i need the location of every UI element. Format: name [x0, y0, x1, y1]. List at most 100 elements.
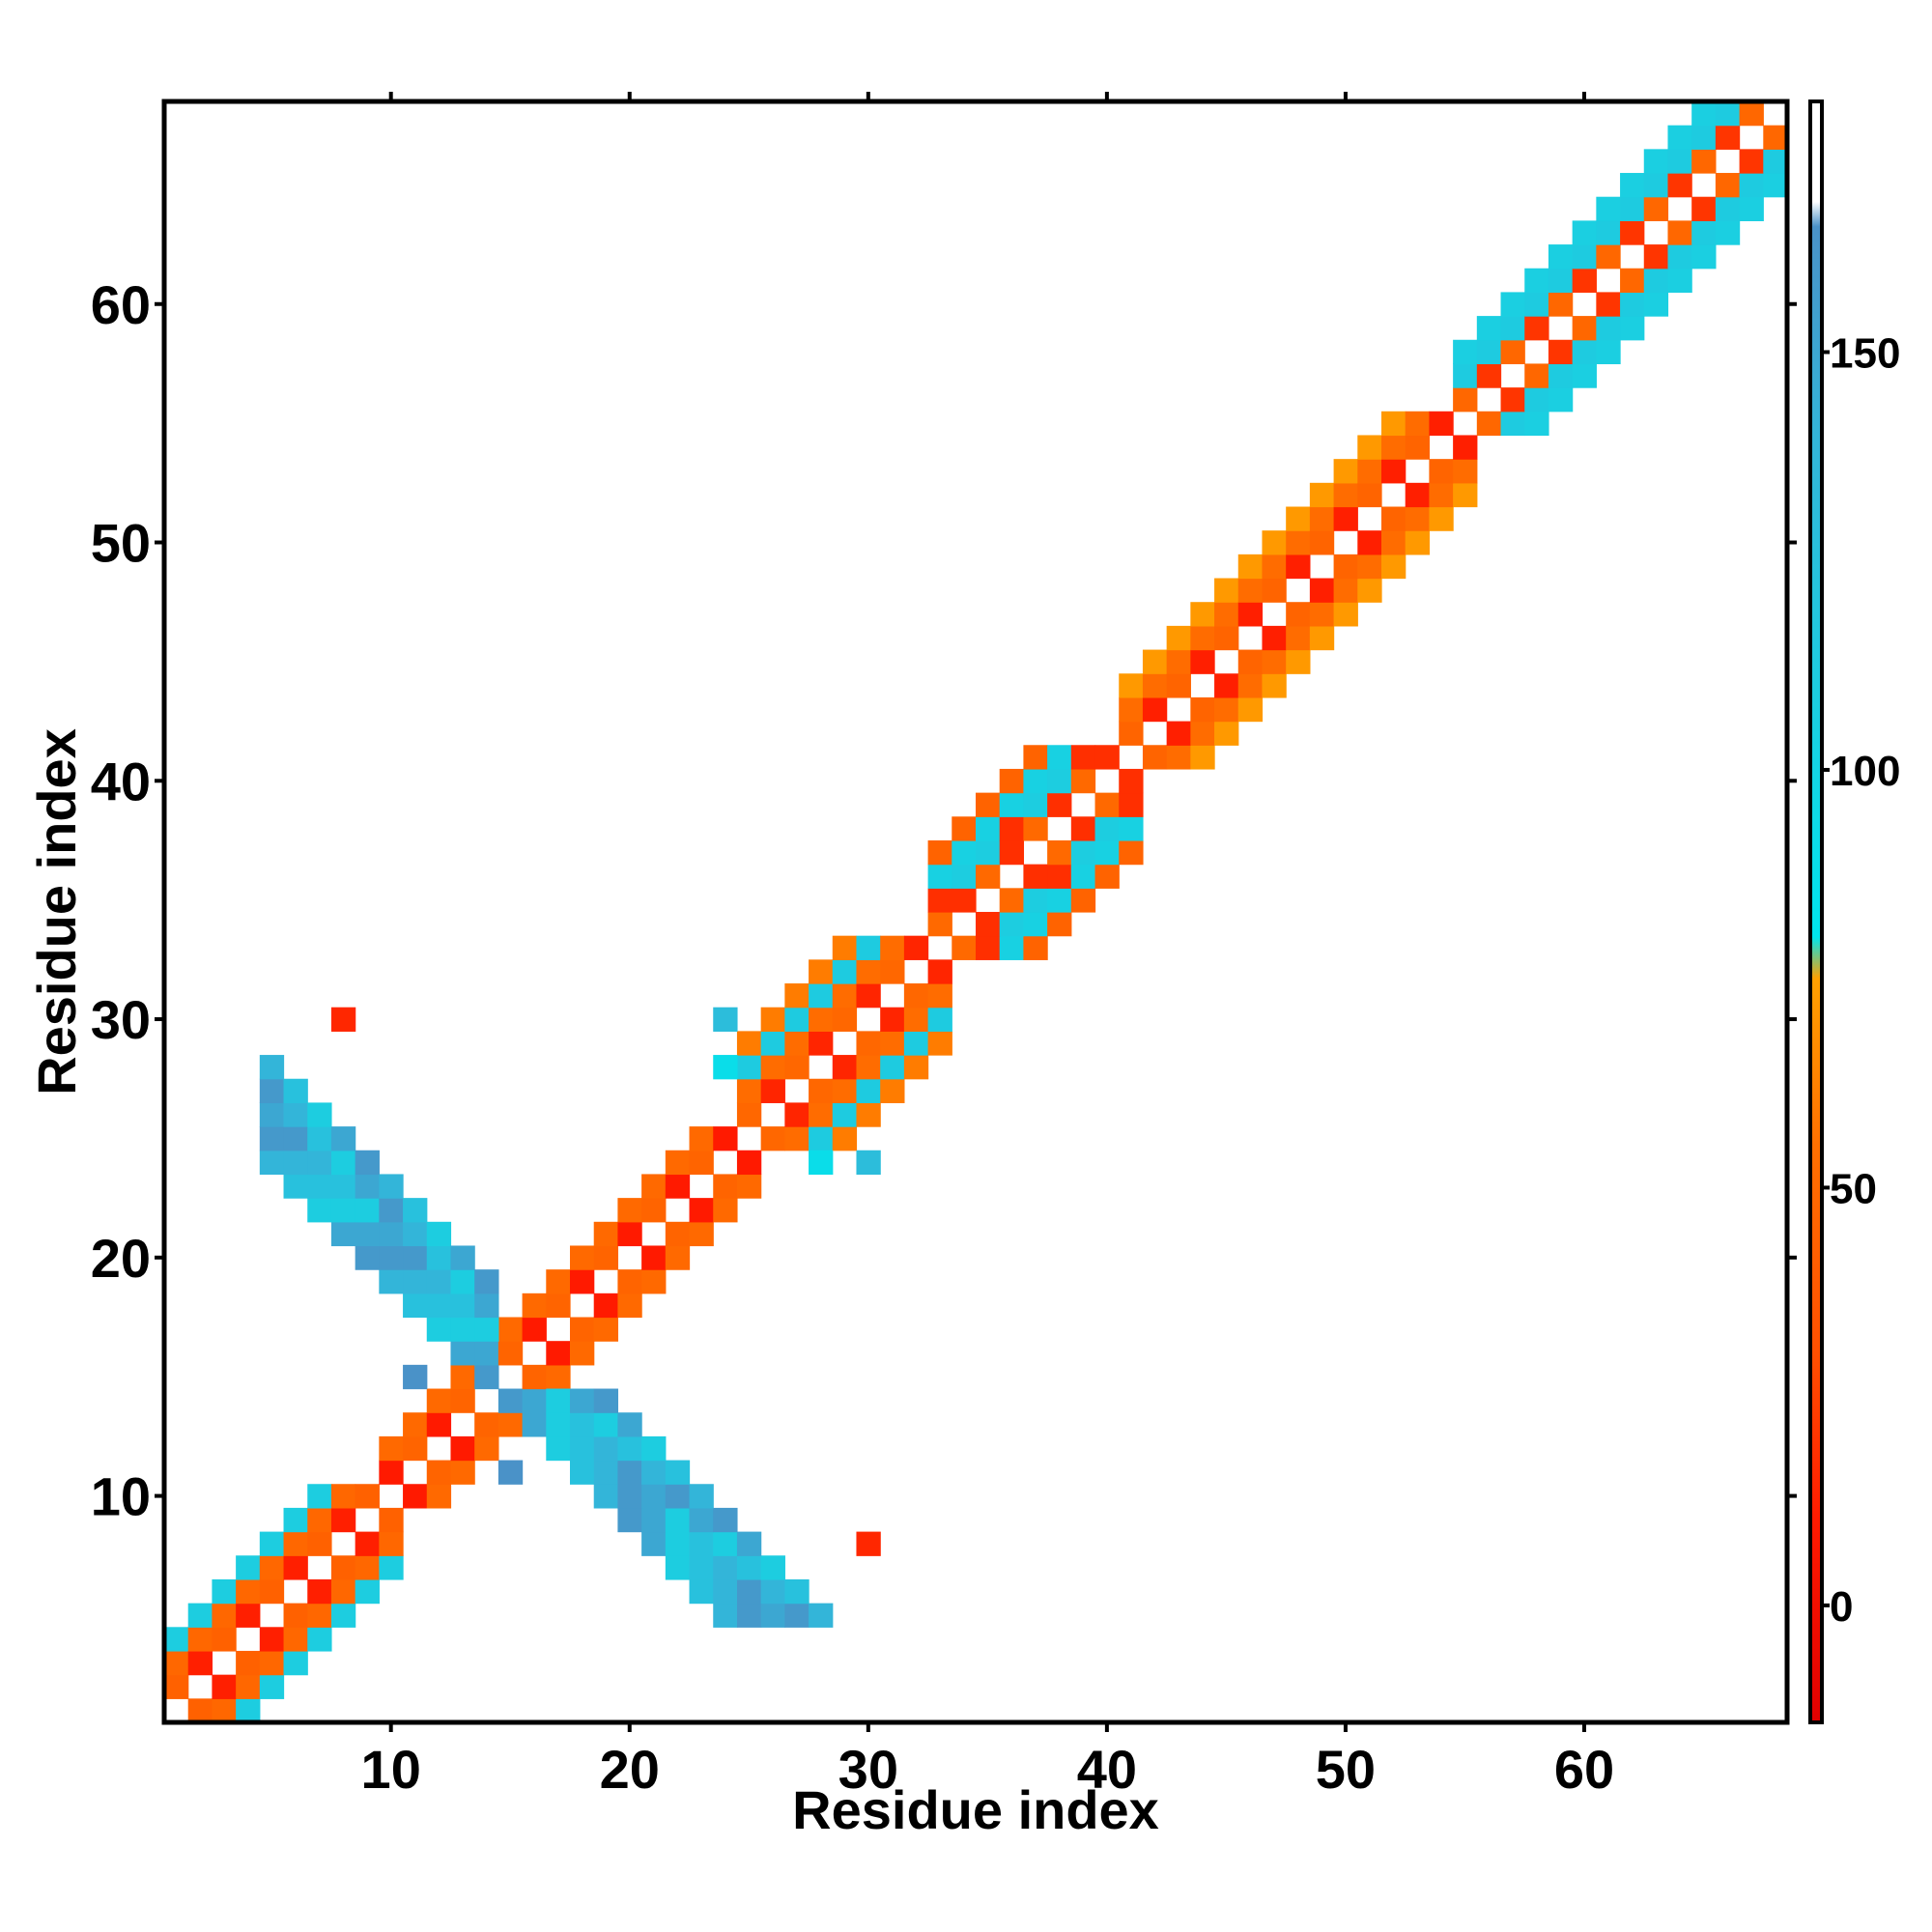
heatmap-cell — [784, 1031, 810, 1056]
heatmap-cell — [593, 1388, 619, 1413]
heatmap-cell — [1715, 101, 1741, 127]
heatmap-cell — [1166, 721, 1191, 746]
heatmap-cell — [617, 1221, 642, 1247]
heatmap-cell — [736, 1174, 762, 1199]
heatmap-cell — [1524, 387, 1549, 412]
heatmap-cell — [1453, 459, 1478, 484]
heatmap-cell — [927, 839, 952, 866]
heatmap-cell — [903, 935, 929, 960]
heatmap-cell — [641, 1198, 667, 1223]
heatmap-cell — [212, 1603, 237, 1628]
heatmap-cell — [1262, 673, 1287, 698]
heatmap-cell — [1286, 625, 1311, 651]
heatmap-cell — [307, 1198, 332, 1223]
heatmap-cell — [1596, 196, 1621, 221]
heatmap-cell — [259, 1126, 285, 1151]
heatmap-cell — [713, 1198, 738, 1223]
heatmap-cell — [1548, 244, 1574, 270]
heatmap-cell — [355, 1174, 380, 1199]
heatmap-cell — [1405, 482, 1431, 508]
heatmap-cell — [522, 1317, 547, 1342]
heatmap-cell — [713, 1174, 738, 1199]
heatmap-cell — [1023, 888, 1048, 913]
heatmap-cell — [426, 1388, 452, 1413]
heatmap-cell — [617, 1460, 642, 1485]
heatmap-cell — [450, 1364, 475, 1390]
heatmap-cell — [760, 1055, 785, 1080]
heatmap-cell — [593, 1293, 619, 1319]
heatmap-cell — [1453, 482, 1478, 508]
heatmap-cell — [593, 1460, 619, 1485]
heatmap-cell — [497, 1412, 524, 1437]
heatmap-cell — [1237, 673, 1264, 698]
heatmap-cell — [665, 1531, 691, 1556]
heatmap-cell — [1596, 316, 1621, 341]
heatmap-cell — [1070, 816, 1096, 841]
heatmap-cell — [1643, 268, 1669, 294]
heatmap-cell — [497, 1388, 524, 1413]
heatmap-cell — [236, 1555, 261, 1580]
heatmap-cell — [880, 1031, 905, 1056]
heatmap-cell — [593, 1412, 619, 1437]
heatmap-cell — [403, 1364, 428, 1390]
heatmap-cell — [570, 1245, 595, 1270]
x-tick-label: 60 — [1554, 1739, 1614, 1800]
heatmap-cell — [665, 1507, 691, 1533]
heatmap-cell — [307, 1578, 332, 1605]
heatmap-cell — [1572, 316, 1597, 341]
heatmap-cell — [1453, 435, 1478, 460]
colorbar-frame — [1808, 99, 1824, 1724]
heatmap-cell — [784, 1055, 810, 1080]
heatmap-cell — [497, 1460, 524, 1485]
heatmap-cell — [641, 1507, 667, 1533]
heatmap-cell — [1524, 292, 1549, 317]
heatmap-cell — [570, 1269, 595, 1294]
heatmap-cell — [1357, 578, 1382, 603]
heatmap-cell — [307, 1627, 332, 1652]
heatmap-cell — [1094, 792, 1120, 817]
heatmap-cell — [212, 1698, 237, 1723]
heatmap-cell — [1405, 530, 1431, 555]
heatmap-cell — [330, 1126, 356, 1151]
heatmap-cell — [641, 1174, 667, 1199]
heatmap-cell — [450, 1460, 475, 1485]
heatmap-cell — [856, 1031, 881, 1056]
heatmap-cell — [259, 1150, 285, 1176]
heatmap-cell — [1572, 339, 1597, 365]
heatmap-cell — [1190, 602, 1215, 627]
heatmap-cell — [952, 816, 977, 841]
heatmap-cell — [450, 1245, 475, 1270]
heatmap-cell — [355, 1484, 380, 1509]
heatmap-cell — [1500, 411, 1525, 437]
heatmap-cell — [403, 1412, 428, 1437]
heatmap-cell — [880, 1007, 905, 1032]
heatmap-cell — [784, 1007, 810, 1032]
heatmap-cell — [689, 1578, 714, 1605]
heatmap-cell — [259, 1578, 285, 1605]
heatmap-cell — [1429, 411, 1454, 437]
heatmap-cell — [283, 1627, 308, 1652]
heatmap-cell — [927, 1031, 952, 1056]
heatmap-cell — [1309, 602, 1335, 627]
heatmap-cell — [450, 1341, 475, 1366]
heatmap-cell — [1286, 649, 1311, 674]
x-tick-label: 20 — [600, 1739, 660, 1800]
heatmap-cell — [1643, 244, 1669, 270]
heatmap-cell — [760, 1007, 785, 1032]
heatmap-cell — [330, 1507, 356, 1533]
heatmap-cell — [330, 1221, 356, 1247]
heatmap-cell — [880, 1078, 905, 1104]
heatmap-cell — [1047, 768, 1072, 794]
heatmap-cell — [1309, 625, 1335, 651]
heatmap-cell — [283, 1126, 308, 1151]
heatmap-cell — [784, 1102, 810, 1127]
heatmap-cell — [1119, 839, 1144, 866]
heatmap-cell — [689, 1507, 714, 1533]
heatmap-cell — [403, 1198, 428, 1223]
heatmap-cell — [593, 1221, 619, 1247]
heatmap-cell — [760, 1031, 785, 1056]
heatmap-cell — [283, 1555, 308, 1580]
heatmap-cell — [976, 912, 1001, 937]
heatmap-cell — [832, 1078, 858, 1104]
heatmap-cell — [1596, 292, 1621, 317]
